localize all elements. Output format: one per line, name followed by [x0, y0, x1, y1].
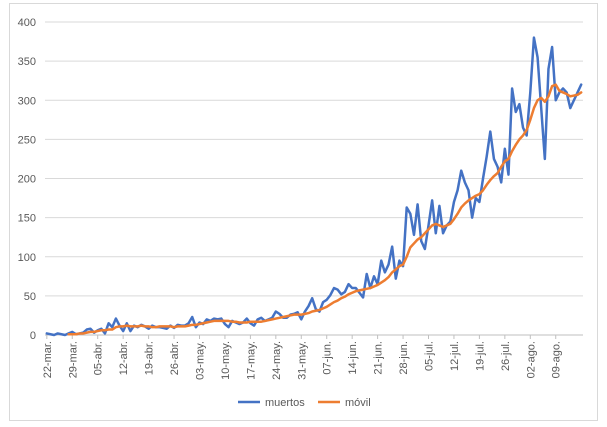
y-tick-label: 250	[18, 134, 36, 146]
x-tick-label: 03-may.	[194, 341, 206, 380]
x-tick-label: 22-mar.	[42, 341, 54, 378]
legend-label-muertos: muertos	[265, 397, 305, 409]
x-tick-label: 21-jun.	[373, 341, 385, 375]
x-tick-label: 02-ago.	[525, 341, 537, 378]
x-tick-label: 19-jul.	[474, 341, 486, 371]
x-tick-label: 31-may.	[296, 341, 308, 380]
x-tick-label: 12-abr.	[118, 341, 130, 375]
x-tick-label: 28-jun.	[398, 341, 410, 375]
y-tick-label: 400	[18, 17, 36, 29]
x-tick-label: 12-jul.	[449, 341, 461, 371]
chart-area	[9, 3, 598, 421]
y-tick-label: 0	[30, 330, 36, 342]
x-tick-label: 10-may.	[220, 341, 232, 380]
y-tick-label: 100	[18, 252, 36, 264]
y-tick-label: 350	[18, 56, 36, 68]
y-tick-label: 150	[18, 213, 36, 225]
x-tick-label: 26-jul.	[500, 341, 512, 371]
y-tick-label: 200	[18, 174, 36, 186]
x-tick-label: 17-may.	[245, 341, 257, 380]
x-tick-label: 07-jun.	[322, 341, 334, 375]
legend-label-movil: móvil	[345, 397, 371, 409]
x-tick-label: 26-abr.	[169, 341, 181, 375]
series-line-movil	[67, 83, 583, 336]
x-tick-label: 14-jun.	[347, 341, 359, 375]
x-tick-label: 05-abr.	[93, 341, 105, 375]
x-tick-label: 19-abr.	[144, 341, 156, 375]
x-tick-label: 05-jul.	[424, 341, 436, 371]
y-tick-label: 50	[24, 291, 36, 303]
x-tick-label: 09-ago.	[551, 341, 563, 378]
series-line-muertos	[45, 36, 583, 337]
x-tick-label: 24-may.	[271, 341, 283, 380]
x-tick-label: 29-mar.	[67, 341, 79, 378]
y-tick-label: 300	[18, 95, 36, 107]
